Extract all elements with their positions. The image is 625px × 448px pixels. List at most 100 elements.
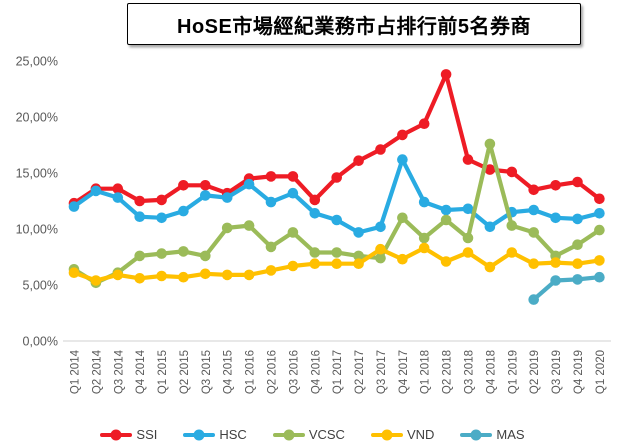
x-axis-tick-label: Q1 2015 [157,350,169,394]
series-point-VND [353,258,364,270]
series-point-SSI [594,193,605,205]
legend-item-VND: VND [370,427,435,442]
series-point-MAS [528,294,539,305]
legend-dot-marker-VND [381,429,393,440]
series-point-VND [440,256,452,267]
legend-item-VCSC: VCSC [272,427,345,442]
series-point-HSC [331,214,343,226]
series-point-SSI [397,129,408,141]
series-point-VCSC [221,222,233,234]
legend: SSI HSC VCSC VND MAS [0,427,625,442]
series-point-SSI [353,155,364,166]
x-axis-tick-label: Q2 2014 [91,349,103,394]
series-point-VCSC [440,214,452,226]
series-point-HSC [550,212,561,224]
series-point-SSI [134,195,145,207]
series-point-HSC [309,208,321,219]
series-point-VCSC [528,227,539,238]
series-point-SSI [462,154,474,165]
series-point-HSC [440,204,452,216]
legend-dot-marker-HSC [193,429,205,440]
series-point-SSI [572,176,583,188]
x-axis-tick-label: Q1 2017 [332,350,344,394]
series-point-VCSC [506,220,518,231]
series-point-VND [265,265,277,276]
x-axis-tick-label: Q4 2017 [398,350,410,394]
x-axis-tick-label: Q4 2016 [310,350,322,394]
x-axis-tick-label: Q4 2014 [135,349,147,394]
series-point-SSI [287,171,299,182]
chart-title: HoSE市場經紀業務市占排行前5名券商 [177,15,531,38]
x-axis-tick-label: Q1 2014 [70,349,82,394]
x-axis-tick-label: Q1 2019 [507,350,519,394]
series-point-SSI [265,171,277,182]
series-point-VCSC [200,250,211,262]
series-point-VCSC [134,250,145,262]
legend-item-HSC: HSC [183,427,247,442]
x-axis-tick-label: Q4 2018 [485,350,497,394]
series-point-VCSC [418,232,430,244]
series-point-SSI [331,172,343,183]
x-axis-tick-label: Q4 2015 [223,350,235,394]
series-point-HSC [156,212,167,224]
legend-dot-marker-SSI [110,429,122,440]
series-point-HSC [418,196,430,208]
series-point-HSC [375,221,386,233]
x-axis-tick-label: Q3 2019 [551,350,563,394]
series-point-VND [200,268,211,280]
series-line-SSI [71,72,602,206]
series-point-VND [550,257,561,268]
legend-label-MAS: MAS [496,427,525,442]
y-axis-tick-label: 25,00% [16,55,58,69]
series-point-VND [484,261,496,273]
x-axis-tick-label: Q3 2016 [288,350,300,394]
series-point-HSC [112,192,124,203]
series-point-SSI [112,183,124,194]
series-point-SSI [156,194,167,206]
series-point-VCSC [375,252,386,264]
series-point-VND [243,269,255,281]
series-point-MAS [594,271,605,283]
series-point-VND [112,269,124,281]
series-point-HSC [287,187,299,199]
series-point-SSI [178,180,189,191]
x-axis-tick-label: Q1 2018 [420,350,432,394]
legend-item-MAS: MAS [460,427,525,442]
x-axis-tick-label: Q2 2017 [354,350,366,394]
x-axis-tick-label: Q3 2015 [201,350,213,394]
x-axis-tick-label: Q1 2020 [595,350,607,394]
series-point-VCSC [353,250,364,262]
series-point-VCSC [178,246,189,257]
legend-label-VND: VND [406,427,435,442]
series-point-VCSC [594,224,605,236]
series-point-SSI [440,69,452,80]
series-point-SSI [309,194,321,206]
y-axis-tick-label: 0,00% [23,335,58,349]
x-axis-tick-label: Q3 2017 [376,350,388,394]
legend-label-HSC: HSC [219,427,247,442]
x-axis-tick-label: Q3 2018 [464,350,476,394]
series-point-VCSC [331,247,343,258]
series-point-SSI [418,118,430,129]
series-point-HSC [68,201,80,212]
legend-line-marker-HSC [183,429,216,440]
series-point-VND [418,242,430,254]
series-point-HSC [397,154,408,165]
series-point-SSI [484,164,496,175]
legend-line-marker-VCSC [272,429,305,440]
series-point-VND [594,255,605,266]
series-point-HSC [243,178,255,190]
series-point-VND [397,253,408,265]
series-point-HSC [528,204,539,216]
series-point-HSC [265,196,277,208]
series-point-MAS [572,274,583,285]
legend-line-marker-VND [370,429,403,440]
series-point-VND [134,273,145,284]
series-point-SSI [506,166,518,178]
legend-label-SSI: SSI [136,427,158,442]
legend-line-marker-MAS [460,429,493,440]
series-point-VND [178,271,189,283]
series-point-VND [375,243,386,255]
